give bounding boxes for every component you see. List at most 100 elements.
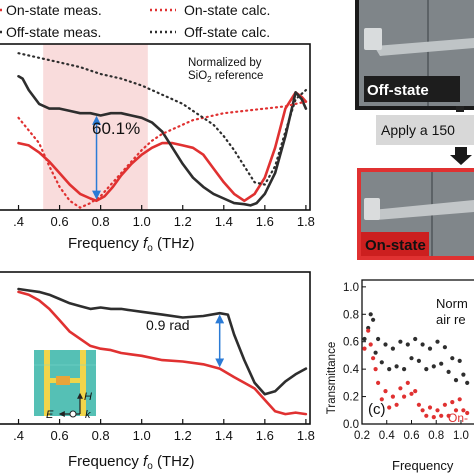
off-state-photo-panel: Off-state [355,0,474,110]
data-point-on-state [427,405,433,410]
x-tick-label: 1.6 [256,428,274,443]
h-field-label: H [84,391,92,403]
data-point-on-state [446,413,451,418]
off-state-label: Off-state [367,82,429,99]
apply-voltage-text: Apply a 150 [381,122,455,138]
plot-frame [361,279,474,425]
y-tick-label: 0.0 [343,419,359,431]
data-point-on-state [453,408,459,413]
series-line-on-state-calc [17,100,307,209]
series-line-off-state-calc [17,52,307,186]
x-tick-label: .4 [13,428,24,443]
y-tick-label: 1.0 [343,282,359,294]
x-ticks: .4 0.6 0.8 1.0 1.2 1.4 1.6 1.8 [13,205,315,229]
data-point-off-state [371,317,376,322]
data-point-off-state [446,369,451,374]
y-tick-label: 0.2 [343,392,359,404]
phase-difference-label: 0.9 rad [146,317,190,333]
bottom-chart: .4 0.6 0.8 1.0 1.2 1.4 1.6 1.8 0.9 rad H E k Fr… [0,271,315,472]
panel-c-y-axis-title: Transmittance [326,342,338,414]
legend-on-meas: On-state meas. [6,2,102,18]
data-point-on-state [405,380,410,385]
data-point-on-state [424,413,429,418]
x-tick-label: 1.4 [215,214,233,229]
data-point-on-state [420,408,425,413]
data-point-on-state [450,400,455,405]
x-tick-label: 1.0 [133,428,151,443]
top-x-axis-title: Frequency fo (THz) [68,235,194,254]
data-point-on-state [366,328,371,333]
series-group [17,287,308,416]
y-tick-label: 0.8 [343,309,359,321]
data-point-on-state [373,367,378,372]
data-point-on-state [435,408,440,413]
data-point-on-state [362,346,367,351]
x-tick-label: 0.6 [51,214,69,229]
data-point-on-state [383,389,388,394]
data-point-on-state [376,380,381,385]
data-point-off-state [450,356,455,361]
data-point-off-state [424,367,429,372]
legend-off-calc: Off-state calc. [184,24,270,40]
data-point-on-state [413,389,418,394]
x-tick-label: 0.6 [403,430,419,442]
data-point-on-state [442,402,447,407]
data-point-on-state [379,397,384,402]
unit-cell-inset: H E k [34,350,96,421]
data-point-off-state [416,358,421,363]
data-point-on-state [465,410,470,416]
e-field-label: E [46,409,54,421]
panel-c-on-series-label: On- [448,411,468,425]
data-point-off-state [405,342,410,347]
data-point-off-state [461,372,466,377]
data-point-on-state [409,391,414,396]
legend: On-state meas. Off-state meas. On-state … [0,2,270,40]
x-tick-label: 0.8 [428,430,444,442]
data-point-off-state [439,361,444,366]
panel-c-label: (c) [368,401,386,418]
data-point-off-state [390,346,395,351]
x-ticks: .4 0.6 0.8 1.0 1.2 1.4 1.6 1.8 [13,419,315,443]
data-point-off-state [442,345,447,350]
x-tick-label: 1.2 [174,428,192,443]
data-point-off-state [398,339,403,344]
series-line-on-state [17,290,308,416]
x-tick-label: 1.8 [297,428,315,443]
plot-frame [0,43,311,211]
x-tick-label: 1.0 [133,214,151,229]
legend-off-meas: Off-state meas. [6,24,101,40]
plot-frame [0,271,311,425]
data-point-on-state [368,342,373,347]
data-point-off-state [402,367,407,372]
y-tick-label: 0.6 [343,337,359,349]
data-point-off-state [373,350,378,355]
top-chart: .4 0.6 0.8 1.0 1.2 1.4 1.6 1.8 Normalized by Si… [0,43,315,254]
data-point-on-state [461,408,466,413]
legend-on-calc: On-state calc. [184,2,270,18]
series-group [362,312,470,420]
x-tick-label: 0.2 [354,430,370,442]
x-tick-label: 1.6 [256,214,274,229]
x-tick-label: 1.0 [453,430,469,442]
data-point-on-state [439,413,444,418]
k-vector-icon [69,410,77,418]
data-point-off-state [394,364,399,369]
data-point-on-state [394,402,399,407]
y-tick-label: 0.4 [343,364,360,376]
difference-label: 60.1% [92,119,140,138]
data-point-on-state [402,394,407,399]
x-tick-label: 0.6 [51,428,69,443]
series-group [17,52,308,209]
x-tick-label: 0.4 [379,430,396,442]
x-tick-label: 1.4 [215,428,233,443]
data-point-off-state [413,336,418,342]
apply-voltage-step: Apply a 150 [376,106,474,165]
down-arrow-icon [450,147,472,165]
x-tick-label: 1.8 [297,214,315,229]
x-tick-label: 0.8 [92,214,110,229]
data-point-off-state [387,367,392,372]
data-point-on-state [431,415,436,420]
data-point-on-state [398,386,403,391]
panel-c-note-line2: air re [436,312,466,327]
